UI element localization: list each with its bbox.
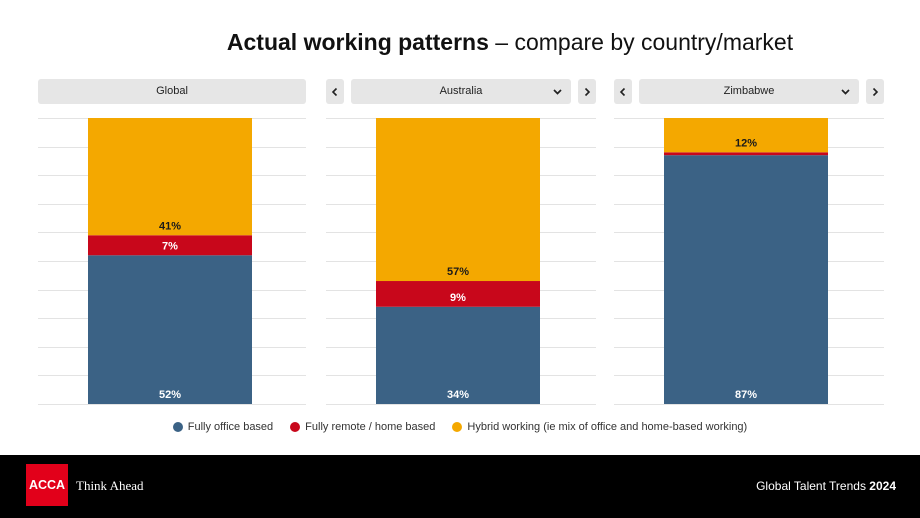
chart-legend: Fully office based Fully remote / home b…	[0, 419, 920, 435]
bar-hybrid-working-ie-mix-of-office-and-home-based-working-global	[88, 118, 252, 236]
bar-fully-remote-home-based-australia	[376, 281, 540, 307]
chevron-left-icon	[618, 87, 628, 97]
bar-fully-office-based-australia	[376, 306, 540, 404]
compare-2-market-select[interactable]: Zimbabwe	[639, 79, 859, 104]
bar-hybrid-working-ie-mix-of-office-and-home-based-working-australia	[376, 118, 540, 282]
legend-item-hybrid: Hybrid working (ie mix of office and hom…	[452, 421, 747, 433]
data-label-fully-office-based-global: 52%	[159, 389, 181, 401]
data-label-fully-office-based-zimbabwe: 87%	[735, 389, 757, 401]
compare-2-next-button[interactable]	[866, 79, 884, 104]
data-label-fully-remote-home-based-australia: 9%	[450, 292, 466, 304]
compare-2-prev-button[interactable]	[614, 79, 632, 104]
compare-2-bar-chart: 87% 12%	[614, 118, 884, 405]
legend-label-office: Fully office based	[187, 421, 274, 433]
global-bar-chart: 52% 7% 41%	[38, 118, 306, 405]
bar-fully-office-based-global	[88, 255, 252, 404]
report-title: Global Talent Trends 2024	[756, 478, 896, 494]
report-title-year: 2024	[869, 479, 896, 493]
data-label-hybrid-working-ie-mix-of-office-and-home-based-working-zimbabwe: 12%	[735, 137, 757, 149]
global-header: Global	[38, 79, 306, 104]
compare-1-selected-market: Australia	[439, 85, 483, 97]
legend-swatch-remote	[290, 422, 301, 432]
page-title: Actual working patterns – compare by cou…	[200, 26, 820, 58]
chevron-down-icon	[552, 86, 563, 97]
data-label-fully-office-based-australia: 34%	[447, 389, 469, 401]
compare-1-prev-button[interactable]	[326, 79, 344, 104]
data-label-fully-remote-home-based-global: 7%	[162, 240, 178, 252]
legend-item-office: Fully office based	[172, 421, 274, 433]
compare-1-next-button[interactable]	[578, 79, 596, 104]
compare-panel-2: Zimbabwe 87% 12%	[614, 79, 884, 410]
legend-label-remote: Fully remote / home based	[305, 421, 436, 433]
compare-1-market-select[interactable]: Australia	[351, 79, 571, 104]
chevron-left-icon	[330, 87, 340, 97]
compare-1-bar-chart: 34% 9% 57%	[326, 118, 596, 405]
bar-fully-office-based-zimbabwe	[664, 155, 828, 404]
acca-logo: ACCA	[26, 464, 68, 506]
legend-label-hybrid: Hybrid working (ie mix of office and hom…	[467, 421, 748, 433]
data-label-hybrid-working-ie-mix-of-office-and-home-based-working-global: 41%	[159, 220, 181, 232]
chevron-down-icon	[840, 86, 851, 97]
report-title-name: Global Talent Trends	[756, 479, 866, 493]
bar-fully-remote-home-based-global	[88, 235, 252, 256]
page-title-subtitle: – compare by country/market	[495, 29, 794, 55]
compare-panel-1: Australia 34% 9% 57%	[326, 79, 596, 410]
compare-2-selected-market: Zimbabwe	[723, 85, 775, 97]
page-title-bold: Actual working patterns	[226, 29, 489, 55]
global-panel: Global 52% 7% 41%	[38, 79, 306, 410]
legend-swatch-office	[172, 422, 183, 432]
data-label-hybrid-working-ie-mix-of-office-and-home-based-working-australia: 57%	[447, 266, 469, 278]
legend-swatch-hybrid	[452, 422, 463, 432]
legend-item-remote: Fully remote / home based	[290, 421, 435, 433]
chevron-right-icon	[870, 87, 880, 97]
chevron-right-icon	[582, 87, 592, 97]
bar-hybrid-working-ie-mix-of-office-and-home-based-working-zimbabwe	[664, 118, 828, 153]
footer: ACCA Think Ahead Global Talent Trends 20…	[0, 455, 920, 518]
tagline: Think Ahead	[76, 478, 144, 493]
bar-fully-remote-home-based-zimbabwe	[664, 152, 828, 156]
